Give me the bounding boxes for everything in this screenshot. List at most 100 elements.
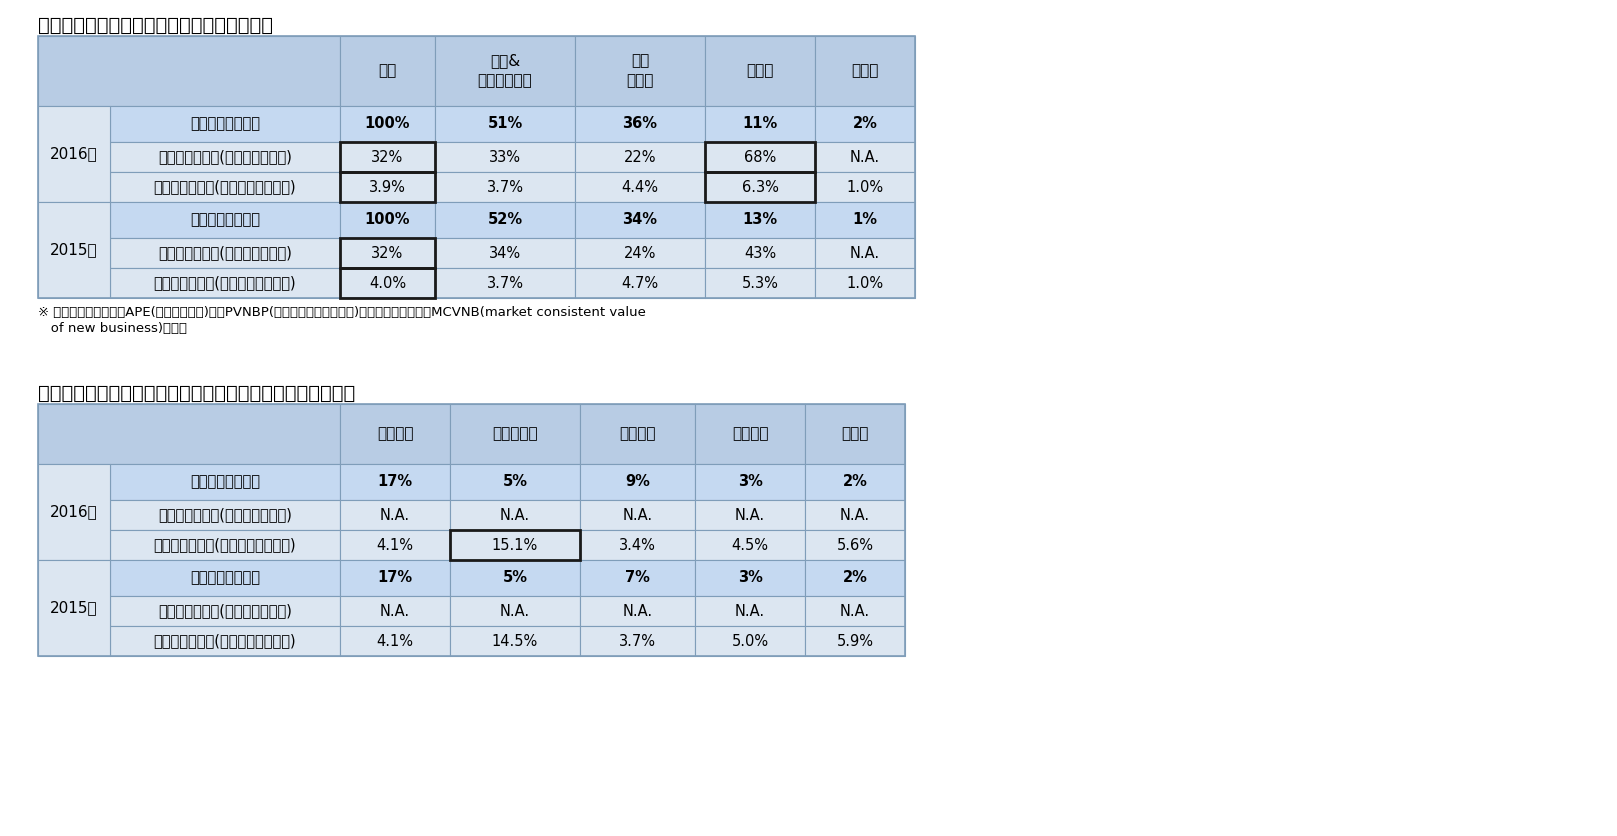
Bar: [340, 172, 435, 202]
Text: 3.4%: 3.4%: [619, 538, 657, 553]
Text: 36%: 36%: [623, 116, 658, 131]
Text: 34%: 34%: [488, 246, 521, 261]
Text: 14.5%: 14.5%: [492, 634, 538, 649]
Text: 4.1%: 4.1%: [377, 634, 414, 649]
Text: 34%: 34%: [623, 212, 658, 227]
Bar: [815, 106, 915, 142]
Text: 新契約マージン(対保険料現在価値): 新契約マージン(対保険料現在価値): [154, 634, 296, 649]
Text: スペイン: スペイン: [733, 426, 768, 441]
Bar: [576, 202, 705, 238]
Bar: [110, 464, 340, 500]
Bar: [695, 404, 805, 464]
Bar: [581, 530, 695, 560]
Bar: [581, 500, 695, 530]
Bar: [815, 238, 915, 268]
Bar: [805, 560, 906, 596]
Text: 32%: 32%: [372, 246, 404, 261]
Bar: [815, 268, 915, 298]
Text: 15.1%: 15.1%: [492, 538, 538, 553]
Bar: [705, 106, 815, 142]
Text: N.A.: N.A.: [623, 507, 653, 522]
Text: 2016年: 2016年: [50, 504, 99, 519]
Text: 51%: 51%: [487, 116, 522, 131]
Bar: [39, 404, 906, 656]
Text: 1%: 1%: [852, 212, 878, 227]
Text: 4.1%: 4.1%: [377, 538, 414, 553]
Bar: [340, 530, 450, 560]
Text: 新契約マージン(対年換算保険料): 新契約マージン(対年換算保険料): [158, 246, 293, 261]
Text: 68%: 68%: [744, 150, 776, 165]
Text: 新契約マージン(対保険料現在価値): 新契約マージン(対保険料現在価値): [154, 180, 296, 195]
Bar: [110, 530, 340, 560]
Bar: [705, 172, 815, 202]
Bar: [450, 530, 581, 560]
Bar: [576, 172, 705, 202]
Text: 新契約マージン(対年換算保険料): 新契約マージン(対年換算保険料): [158, 150, 293, 165]
Bar: [340, 172, 435, 202]
Text: 1.0%: 1.0%: [846, 180, 883, 195]
Bar: [695, 530, 805, 560]
Bar: [576, 268, 705, 298]
Text: 5.3%: 5.3%: [742, 276, 778, 290]
Text: 英国&
アイルランド: 英国& アイルランド: [477, 54, 532, 89]
Bar: [705, 172, 815, 202]
Text: N.A.: N.A.: [839, 507, 870, 522]
Bar: [110, 142, 340, 172]
Bar: [815, 172, 915, 202]
Bar: [705, 142, 815, 172]
Bar: [576, 238, 705, 268]
Text: 生命保険事業の新契約マージンの地域別状況: 生命保険事業の新契約マージンの地域別状況: [39, 16, 273, 35]
Text: 4.5%: 4.5%: [731, 538, 768, 553]
Bar: [340, 202, 435, 238]
Text: 新契約マージン(対年換算保険料): 新契約マージン(対年換算保険料): [158, 507, 293, 522]
Bar: [450, 560, 581, 596]
Bar: [705, 142, 815, 172]
Bar: [110, 172, 340, 202]
Text: 4.4%: 4.4%: [621, 180, 658, 195]
Text: N.A.: N.A.: [500, 604, 530, 619]
Bar: [695, 626, 805, 656]
Bar: [450, 530, 581, 560]
Bar: [581, 404, 695, 464]
Text: N.A.: N.A.: [736, 604, 765, 619]
Text: 新契約マージン(対保険料現在価値): 新契約マージン(対保険料現在価値): [154, 276, 296, 290]
Bar: [340, 238, 435, 268]
Text: 新契約マージン(対年換算保険料): 新契約マージン(対年換算保険料): [158, 604, 293, 619]
Text: 新契約価値構成比: 新契約価値構成比: [191, 570, 260, 585]
Bar: [110, 238, 340, 268]
Bar: [340, 142, 435, 172]
Text: 2%: 2%: [852, 116, 878, 131]
Bar: [581, 464, 695, 500]
Text: 1.0%: 1.0%: [846, 276, 883, 290]
Text: N.A.: N.A.: [380, 507, 411, 522]
Bar: [581, 626, 695, 656]
Bar: [39, 36, 340, 106]
Text: 17%: 17%: [377, 475, 412, 490]
Bar: [39, 106, 110, 202]
Bar: [340, 106, 435, 142]
Bar: [340, 500, 450, 530]
Bar: [705, 268, 815, 298]
Bar: [39, 560, 110, 656]
Text: その他: その他: [851, 64, 878, 79]
Text: 9%: 9%: [626, 475, 650, 490]
Text: 4.0%: 4.0%: [369, 276, 406, 290]
Text: 5%: 5%: [503, 475, 527, 490]
Bar: [110, 560, 340, 596]
Text: N.A.: N.A.: [736, 507, 765, 522]
Bar: [340, 142, 435, 172]
Bar: [450, 404, 581, 464]
Text: 新契約マージン(対保険料現在価値): 新契約マージン(対保険料現在価値): [154, 538, 296, 553]
Bar: [110, 106, 340, 142]
Bar: [110, 596, 340, 626]
Bar: [705, 202, 815, 238]
Text: 24%: 24%: [624, 246, 657, 261]
Text: 6.3%: 6.3%: [742, 180, 778, 195]
Bar: [576, 142, 705, 172]
Text: 11%: 11%: [742, 116, 778, 131]
Text: 新契約価値構成比: 新契約価値構成比: [191, 212, 260, 227]
Text: 2016年: 2016年: [50, 146, 99, 161]
Text: 5%: 5%: [503, 570, 527, 585]
Text: 欧州
その他: 欧州 その他: [626, 54, 653, 89]
Text: イタリア: イタリア: [619, 426, 657, 441]
